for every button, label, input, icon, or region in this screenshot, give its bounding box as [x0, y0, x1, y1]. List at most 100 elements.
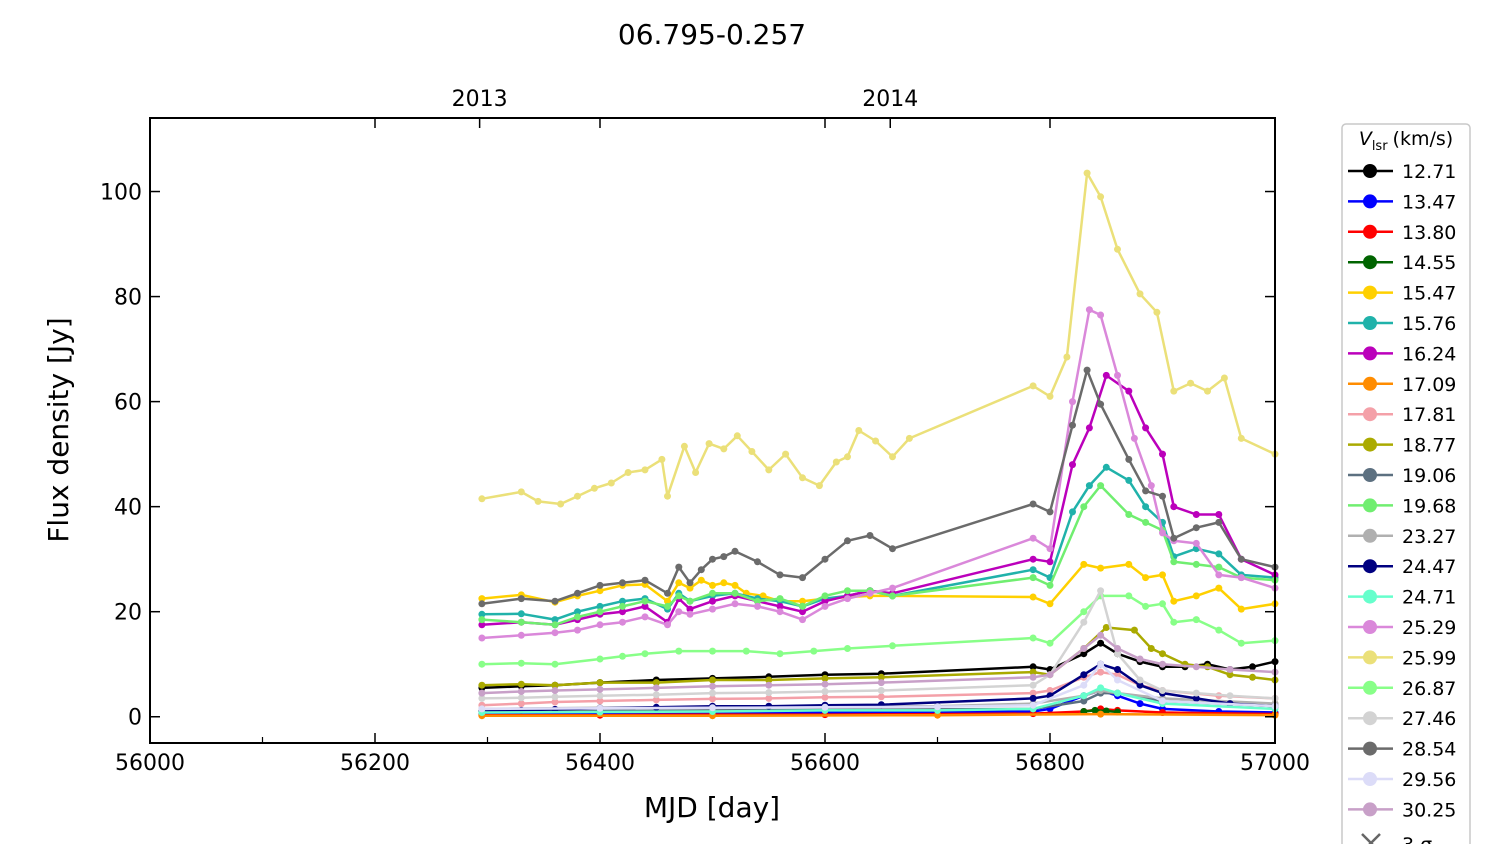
data-point [821, 597, 829, 605]
data-point [821, 592, 829, 600]
data-point [832, 458, 840, 466]
data-point [1029, 668, 1037, 676]
series-line [481, 171, 1276, 506]
data-point [1215, 518, 1223, 526]
legend-label: 28.54 [1402, 739, 1456, 761]
data-point [697, 576, 705, 584]
data-point [517, 631, 525, 639]
data-point [675, 647, 683, 655]
data-point [1204, 387, 1211, 395]
data-point [1046, 639, 1054, 647]
x-tick-label: 56600 [790, 751, 860, 776]
legend-item: 30.25 [1348, 799, 1456, 821]
data-point [877, 687, 885, 694]
data-point [478, 610, 486, 618]
legend-item: 17.09 [1348, 374, 1456, 396]
data-point [551, 616, 559, 624]
data-point [1237, 434, 1245, 442]
legend-item: 15.47 [1348, 283, 1456, 305]
data-point [709, 704, 716, 712]
data-point [1220, 374, 1228, 382]
legend-item: 19.06 [1348, 465, 1456, 487]
data-point [478, 681, 486, 689]
data-point [877, 673, 885, 681]
data-point [517, 680, 525, 688]
data-point [1192, 511, 1200, 518]
data-point [1136, 681, 1144, 689]
data-point [1029, 681, 1037, 689]
data-point [551, 660, 559, 668]
data-point [517, 595, 525, 603]
data-point [1249, 663, 1256, 671]
data-point [720, 445, 728, 453]
data-point [686, 584, 694, 592]
data-point [709, 581, 716, 589]
legend-label: 17.09 [1402, 374, 1456, 396]
data-point [1097, 668, 1105, 676]
legend-marker [1363, 741, 1377, 756]
top-tick-label: 2013 [452, 87, 508, 112]
data-point [1029, 574, 1037, 582]
legend-item: 25.29 [1348, 617, 1456, 639]
data-point [574, 492, 581, 500]
data-point [1046, 581, 1054, 589]
data-point [844, 595, 851, 603]
data-point [1114, 666, 1121, 673]
data-point [675, 579, 683, 587]
data-point [765, 676, 773, 684]
data-point [652, 696, 660, 704]
data-point [1159, 660, 1166, 668]
data-point [1097, 660, 1105, 668]
data-point [731, 547, 739, 555]
data-point [1046, 545, 1054, 553]
data-point [1029, 694, 1037, 702]
data-point [686, 610, 694, 618]
legend-label: 15.76 [1402, 313, 1456, 335]
data-point [596, 679, 604, 687]
legend-marker [1363, 164, 1377, 178]
data-point [905, 434, 913, 442]
legend-label: 25.29 [1402, 617, 1456, 639]
data-point [1069, 398, 1076, 406]
legend-marker [1363, 498, 1377, 513]
data-point [1085, 424, 1093, 432]
data-point [1046, 558, 1054, 566]
data-point [641, 597, 649, 605]
legend-label: 23.27 [1402, 526, 1456, 548]
data-point [877, 679, 885, 687]
data-point [652, 679, 660, 687]
legend-item: 26.87 [1348, 678, 1456, 700]
legend-label: 27.46 [1402, 708, 1456, 730]
data-point [590, 484, 598, 492]
data-point [596, 697, 604, 705]
series-28.54 [478, 366, 1279, 608]
data-point [1192, 560, 1200, 568]
data-point [844, 645, 851, 652]
data-point [776, 602, 784, 610]
data-point [1029, 663, 1037, 671]
data-point [709, 676, 716, 684]
data-point [641, 613, 649, 621]
data-point [1046, 508, 1054, 516]
data-point [776, 571, 784, 579]
legend-marker [1363, 285, 1377, 300]
data-point [478, 600, 486, 608]
data-point [1226, 692, 1234, 700]
legend-marker [1363, 376, 1377, 391]
data-point [596, 608, 604, 616]
data-point [810, 647, 818, 655]
data-point [754, 602, 761, 610]
data-point [1237, 574, 1245, 582]
data-point [765, 694, 773, 702]
data-point [1237, 639, 1245, 647]
legend-label: 15.47 [1402, 283, 1456, 305]
legend-label: 25.99 [1402, 647, 1456, 669]
chart-title: 06.795-0.257 [618, 18, 806, 51]
data-point [574, 608, 581, 616]
legend-marker [1363, 407, 1377, 422]
data-point [1102, 707, 1110, 715]
data-point [686, 605, 694, 613]
data-point [551, 693, 559, 701]
data-point [1080, 645, 1088, 652]
